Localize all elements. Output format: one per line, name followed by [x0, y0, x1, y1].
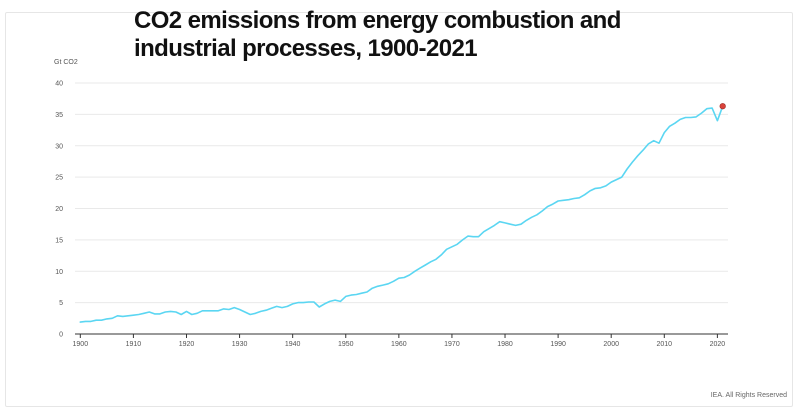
y-tick-label-30: 30 — [55, 143, 63, 150]
y-tick-label-40: 40 — [55, 81, 63, 88]
x-tick-label-1900: 1900 — [73, 341, 89, 348]
x-tick-label-2000: 2000 — [603, 341, 619, 348]
y-tick-label-5: 5 — [59, 300, 63, 307]
x-tick-label-1960: 1960 — [391, 341, 407, 348]
y-tick-label-25: 25 — [55, 175, 63, 182]
y-axis-label: Gt CO2 — [54, 59, 78, 66]
y-tick-label-0: 0 — [59, 332, 63, 339]
y-axis: Gt CO2 0 5 10 15 20 25 30 35 40 — [54, 59, 78, 339]
series-layer — [79, 103, 726, 323]
x-tick-label-1970: 1970 — [444, 341, 460, 348]
x-tick-label-1930: 1930 — [232, 341, 248, 348]
chart-title: CO2 emissions from energy combustion and… — [134, 7, 694, 63]
y-tick-label-10: 10 — [55, 269, 63, 276]
y-tick-label-20: 20 — [55, 206, 63, 213]
x-axis: 1900 1910 1920 1930 1940 1950 1960 1970 1980 1990… — [73, 333, 728, 348]
x-tick-label-1940: 1940 — [285, 341, 301, 348]
gridlines — [75, 82, 728, 304]
y-tick-label-35: 35 — [55, 112, 63, 119]
x-tick-label-1910: 1910 — [126, 341, 142, 348]
y-tick-label-15: 15 — [55, 237, 63, 244]
x-tick-label-1920: 1920 — [179, 341, 195, 348]
x-tick-label-2010: 2010 — [657, 341, 673, 348]
chart-frame — [5, 12, 793, 407]
series-line-0 — [79, 105, 724, 323]
x-tick-label-1990: 1990 — [550, 341, 566, 348]
x-tick-label-1980: 1980 — [497, 341, 513, 348]
chart-title-line-1: CO2 emissions from energy combustion and — [134, 7, 621, 34]
chart-title-line-2: industrial processes, 1900-2021 — [134, 35, 478, 62]
highlight-point-2021 — [719, 103, 726, 110]
x-tick-label-1950: 1950 — [338, 341, 354, 348]
x-tick-label-2020: 2020 — [710, 341, 726, 348]
source-note: IEA. All Rights Reserved — [710, 392, 787, 399]
